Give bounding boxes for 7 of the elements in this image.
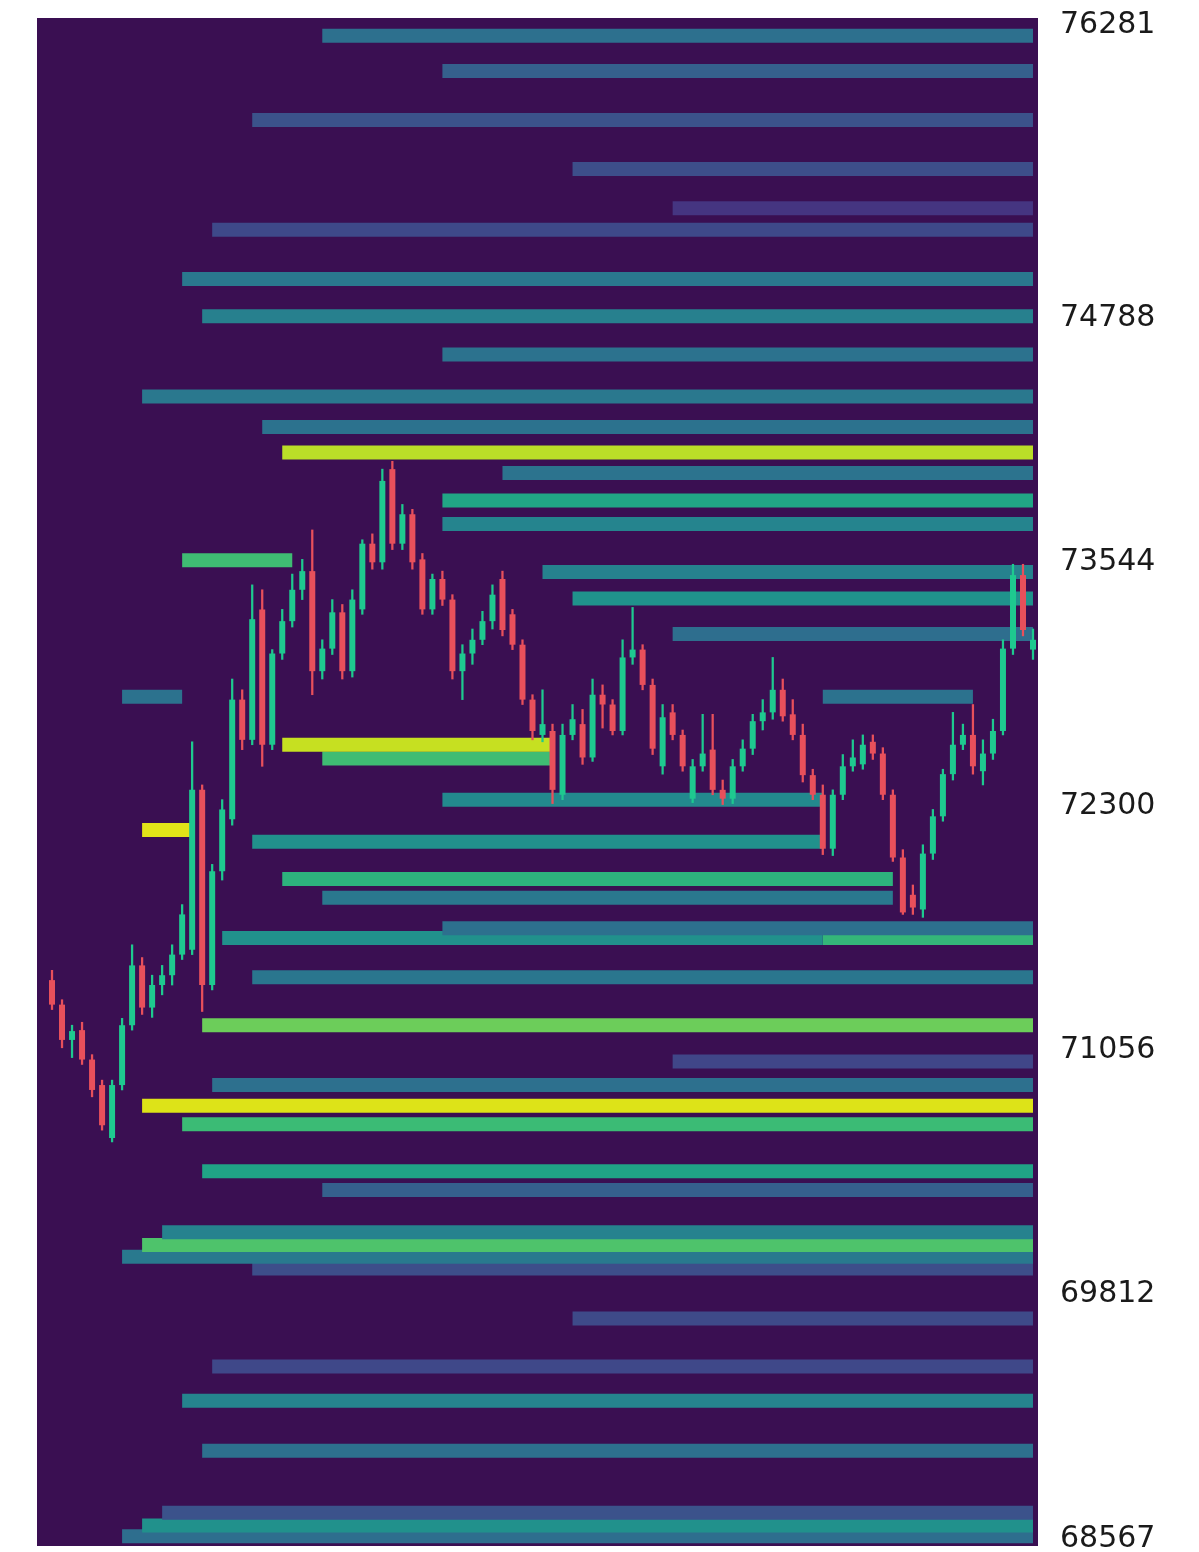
y-tick-label: 76281 — [1060, 5, 1156, 41]
y-tick-label: 72300 — [1060, 786, 1156, 822]
y-tick-label: 68567 — [1060, 1518, 1156, 1552]
y-tick-label: 69812 — [1060, 1274, 1156, 1310]
y-tick-label: 74788 — [1060, 298, 1156, 334]
y-tick-label: 73544 — [1060, 542, 1156, 578]
y-tick-label: 71056 — [1060, 1030, 1156, 1066]
